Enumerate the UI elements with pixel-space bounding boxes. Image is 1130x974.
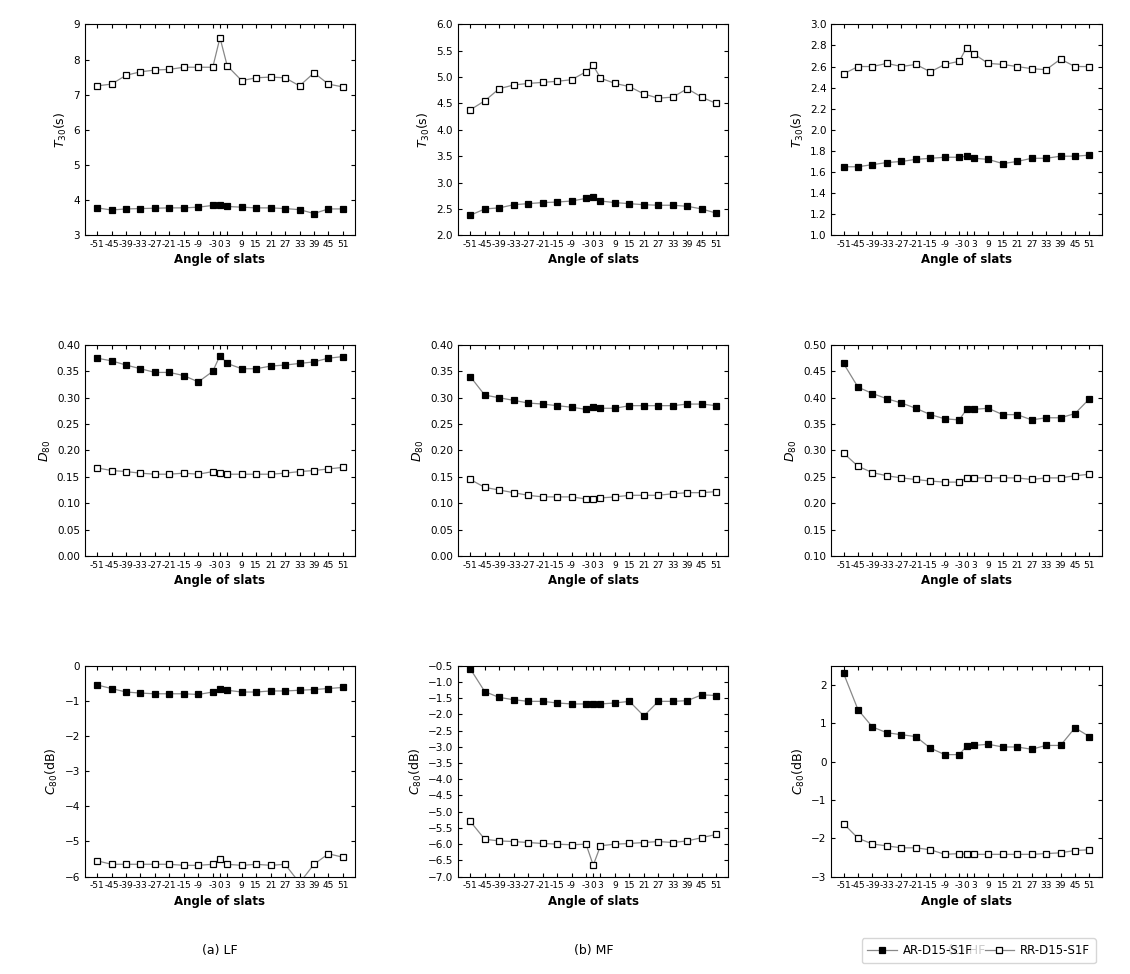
Y-axis label: $D_{80}$: $D_{80}$: [37, 439, 53, 462]
Y-axis label: $T_{30}$(s): $T_{30}$(s): [790, 112, 806, 148]
X-axis label: Angle of slats: Angle of slats: [548, 574, 638, 587]
X-axis label: Angle of slats: Angle of slats: [921, 895, 1012, 908]
X-axis label: Angle of slats: Angle of slats: [921, 574, 1012, 587]
X-axis label: Angle of slats: Angle of slats: [548, 895, 638, 908]
Legend: AR-D15-S1F, RR-D15-S1F: AR-D15-S1F, RR-D15-S1F: [861, 938, 1096, 963]
X-axis label: Angle of slats: Angle of slats: [174, 574, 266, 587]
Text: (b) MF: (b) MF: [574, 944, 612, 957]
Y-axis label: $D_{80}$: $D_{80}$: [411, 439, 426, 462]
X-axis label: Angle of slats: Angle of slats: [174, 253, 266, 266]
Y-axis label: $T_{30}$(s): $T_{30}$(s): [53, 112, 69, 148]
Text: (a) LF: (a) LF: [202, 944, 237, 957]
Y-axis label: $C_{80}$(dB): $C_{80}$(dB): [44, 747, 60, 795]
X-axis label: Angle of slats: Angle of slats: [174, 895, 266, 908]
Y-axis label: $C_{80}$(dB): $C_{80}$(dB): [791, 747, 807, 795]
Y-axis label: $C_{80}$(dB): $C_{80}$(dB): [408, 747, 424, 795]
Text: (c) HF: (c) HF: [948, 944, 985, 957]
Y-axis label: $T_{30}$(s): $T_{30}$(s): [416, 112, 433, 148]
X-axis label: Angle of slats: Angle of slats: [548, 253, 638, 266]
Y-axis label: $D_{80}$: $D_{80}$: [784, 439, 799, 462]
X-axis label: Angle of slats: Angle of slats: [921, 253, 1012, 266]
